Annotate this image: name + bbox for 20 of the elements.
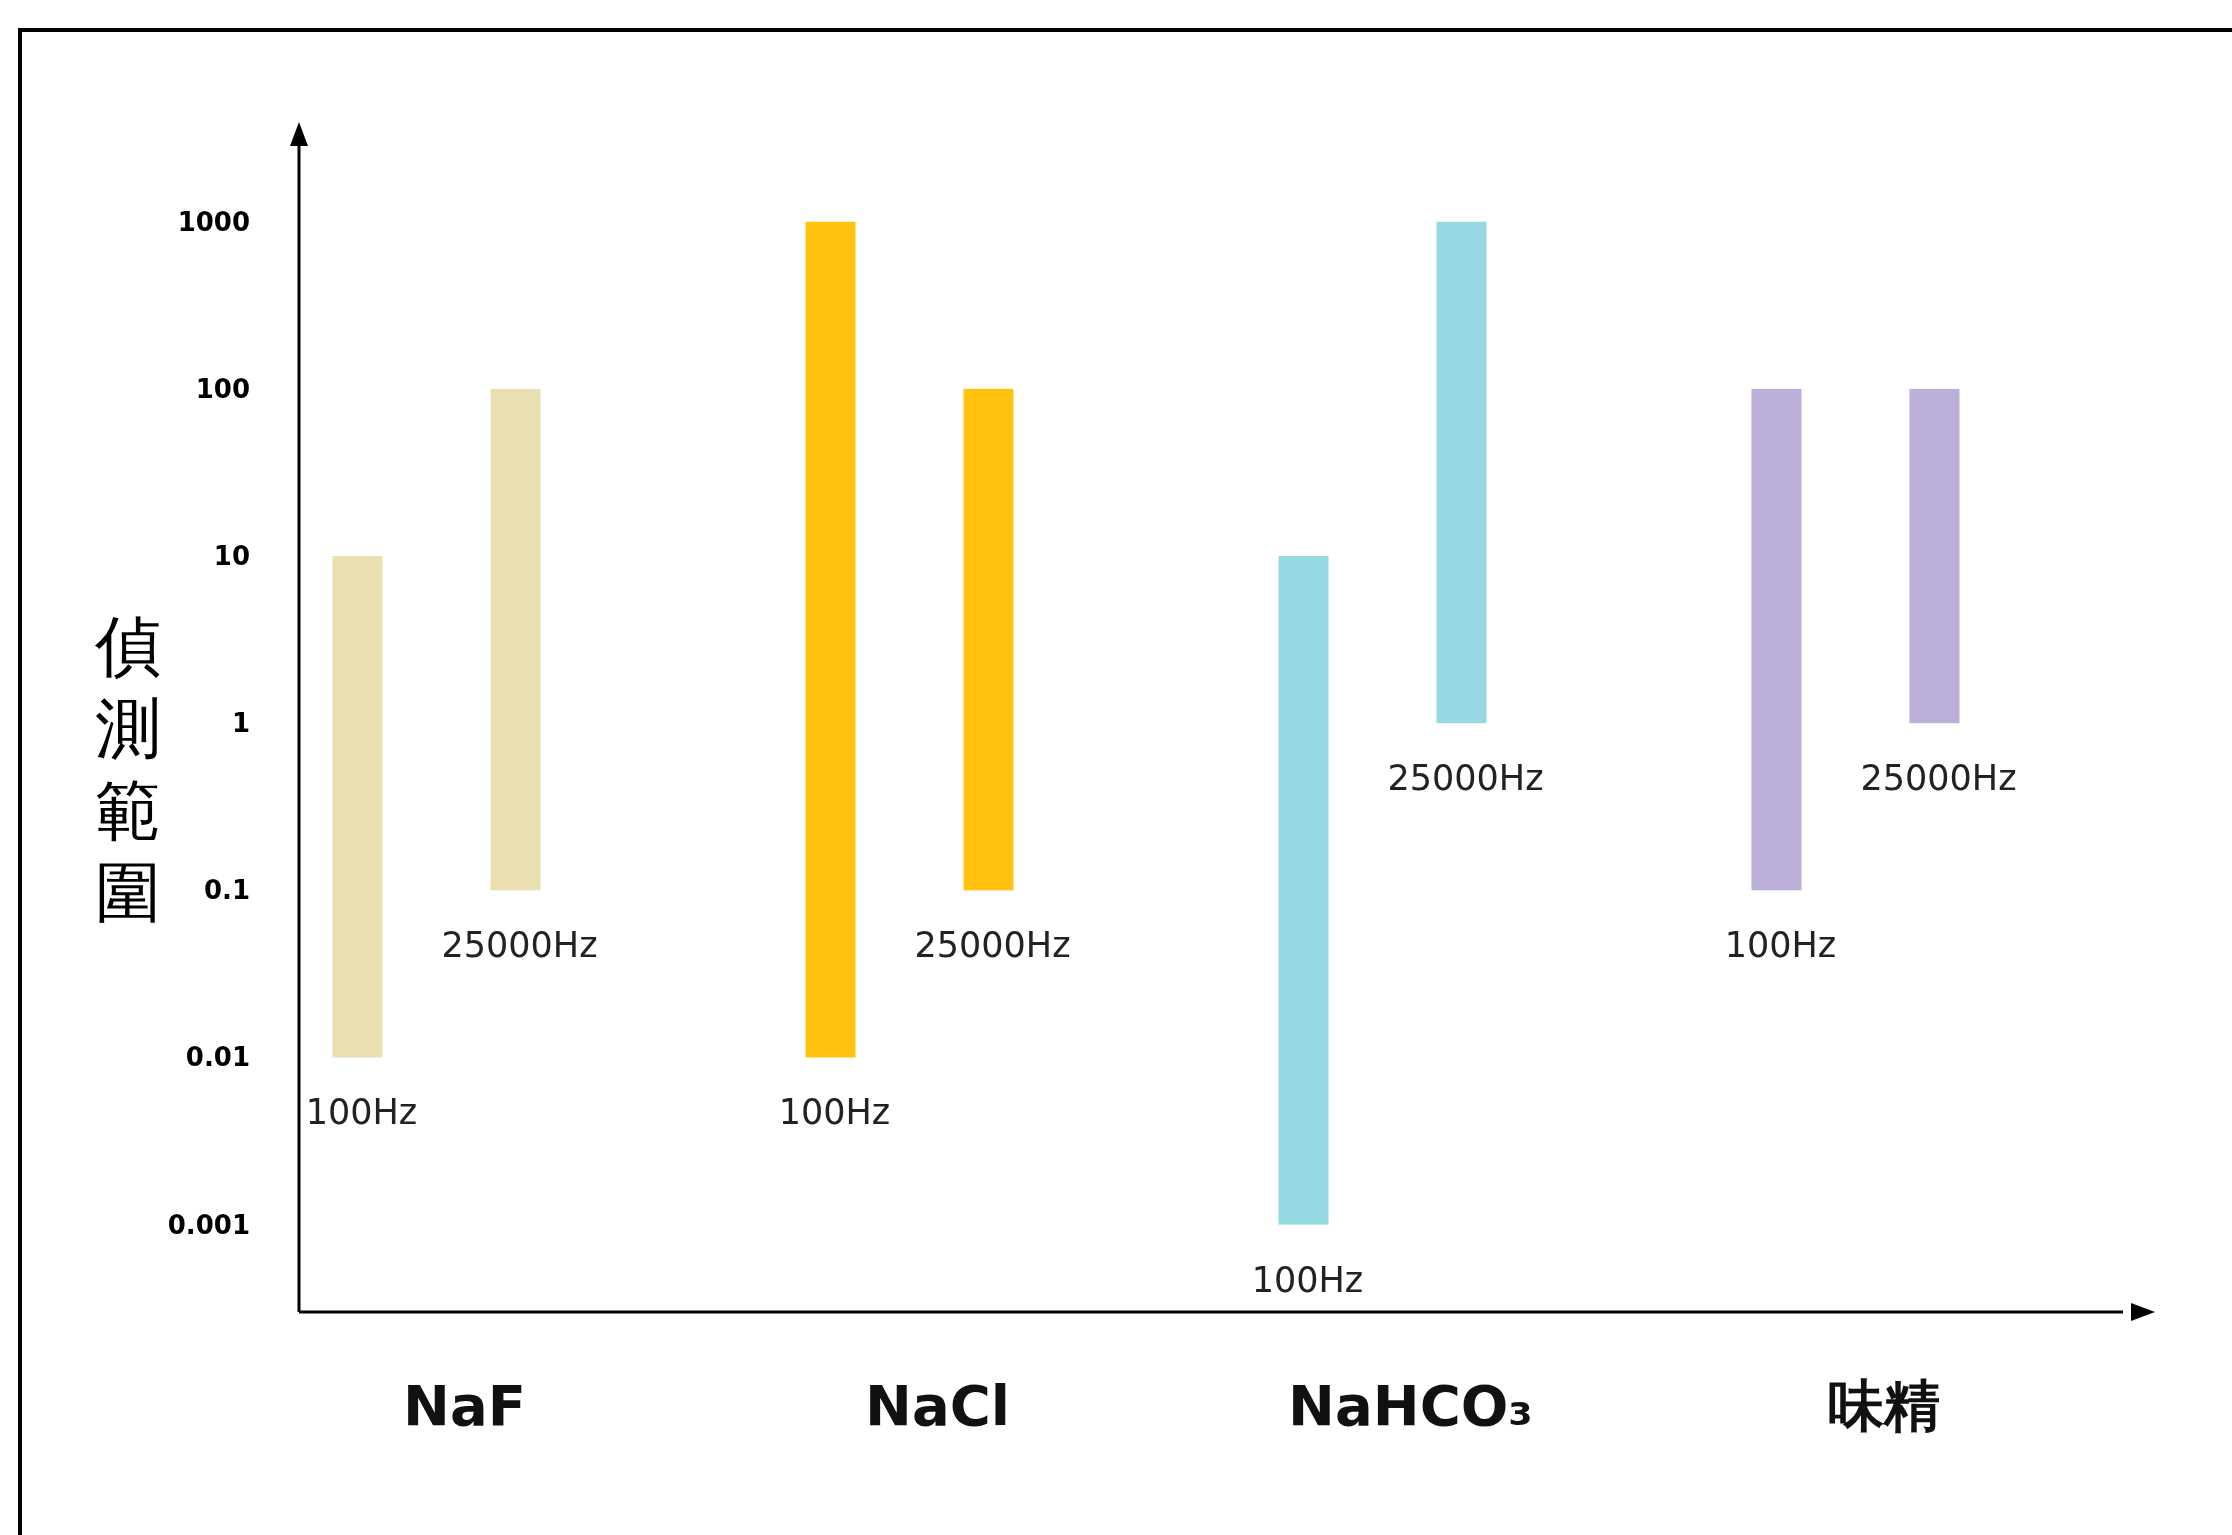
y-tick-label: 10 xyxy=(213,541,250,572)
text: 100Hz xyxy=(1724,925,1837,966)
x-tick-label: 味精 xyxy=(1827,1373,1940,1438)
text: 25000Hz xyxy=(914,925,1071,966)
y-tick-label: 0.01 xyxy=(185,1042,250,1073)
text: 25000Hz xyxy=(1860,758,2017,799)
series-label: 25000Hz xyxy=(441,925,598,966)
x-tick-label: NaHCO₃ xyxy=(1288,1373,1533,1438)
y-tick-label: 1 xyxy=(231,708,250,739)
x-tick-label: NaF xyxy=(403,1373,526,1438)
y-tick-label: 0.1 xyxy=(203,875,250,906)
y-tick-label: 100 xyxy=(195,373,250,404)
series-label: 100Hz xyxy=(305,1092,418,1133)
text: 100Hz xyxy=(1251,1259,1364,1300)
y-tick-label: 0.001 xyxy=(167,1209,250,1240)
x-tick-label: NaCl xyxy=(865,1373,1010,1438)
text: 100Hz xyxy=(778,1092,891,1133)
y-axis-title: 偵測範圍 xyxy=(94,607,161,931)
y-tick-label: 1000 xyxy=(177,206,250,237)
text: 25000Hz xyxy=(1387,758,1544,799)
